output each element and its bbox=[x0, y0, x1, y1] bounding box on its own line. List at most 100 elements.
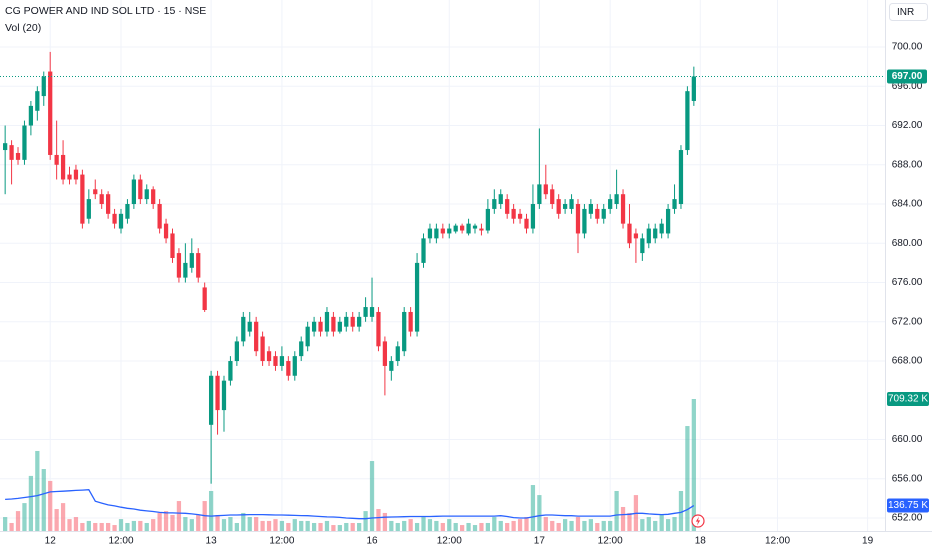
volume-bar bbox=[595, 522, 600, 531]
candle-body bbox=[221, 380, 227, 411]
candle-body bbox=[524, 218, 529, 229]
volume-bar bbox=[659, 514, 664, 531]
candle-body bbox=[582, 208, 587, 234]
volume-bar bbox=[106, 522, 111, 531]
candle-body bbox=[453, 225, 458, 232]
candle-body bbox=[460, 225, 465, 231]
candle-body bbox=[543, 184, 548, 195]
candle-body bbox=[678, 150, 684, 205]
volume-bar bbox=[524, 517, 529, 531]
volume-bar bbox=[408, 519, 413, 531]
volume-bar bbox=[537, 495, 542, 531]
currency-button[interactable] bbox=[889, 3, 928, 21]
x-tick-label: 18 bbox=[695, 536, 707, 547]
volume-bar bbox=[215, 514, 220, 531]
volume-value-label: 709.32 K bbox=[888, 394, 928, 405]
y-tick-label: 656.00 bbox=[892, 473, 923, 484]
candle-body bbox=[67, 174, 72, 180]
candle-body bbox=[144, 189, 149, 200]
x-tick-label: 13 bbox=[206, 536, 218, 547]
volume-bar bbox=[67, 519, 72, 531]
candle-body bbox=[131, 179, 137, 205]
candle-body bbox=[15, 152, 21, 160]
volume-bar bbox=[183, 517, 188, 531]
volume-bar bbox=[163, 511, 169, 531]
candle-body bbox=[260, 336, 265, 362]
volume-bar bbox=[427, 519, 433, 531]
candle-body bbox=[614, 194, 619, 205]
volume-bar bbox=[324, 520, 330, 531]
volume-bar bbox=[157, 512, 162, 531]
volume-bar bbox=[556, 522, 561, 531]
candle-body bbox=[125, 204, 130, 219]
volume-bar bbox=[569, 520, 574, 531]
volume-bar bbox=[350, 522, 355, 531]
candle-body bbox=[569, 199, 574, 209]
candle-body bbox=[350, 316, 355, 327]
volume-bar bbox=[434, 520, 439, 531]
candle-body bbox=[472, 225, 478, 229]
volume-bar bbox=[60, 503, 66, 531]
candle-body bbox=[691, 76, 696, 101]
volume-bar bbox=[73, 517, 79, 531]
volume-bar bbox=[176, 501, 182, 531]
volume-bar bbox=[112, 525, 117, 531]
volume-bar bbox=[614, 490, 619, 531]
x-tick-label: 17 bbox=[534, 536, 546, 547]
y-tick-label: 652.00 bbox=[892, 513, 923, 524]
volume-bar bbox=[543, 517, 548, 531]
volume-bar bbox=[273, 519, 278, 531]
volume-bar bbox=[678, 490, 684, 531]
volume-bar bbox=[318, 522, 323, 531]
volume-ma-line bbox=[5, 489, 695, 520]
volume-bar bbox=[241, 512, 246, 531]
volume-bar bbox=[485, 522, 491, 531]
last-price-tag bbox=[887, 69, 927, 84]
candle-body bbox=[112, 213, 117, 224]
volume-bar bbox=[80, 522, 85, 531]
volume-bar bbox=[646, 517, 651, 531]
volume-bar bbox=[48, 480, 53, 531]
volume-bar bbox=[260, 520, 265, 531]
candle-body bbox=[247, 321, 252, 332]
candle-body bbox=[485, 208, 491, 231]
candle-body bbox=[9, 145, 14, 160]
y-tick-label: 688.00 bbox=[892, 159, 923, 170]
candle-body bbox=[183, 262, 188, 278]
volume-bar bbox=[382, 512, 388, 531]
volume-bar bbox=[466, 522, 471, 531]
candle-body bbox=[176, 253, 182, 278]
volume-pane bbox=[3, 398, 696, 531]
candle-body bbox=[575, 204, 581, 234]
volume-bar bbox=[189, 519, 194, 531]
volume-bar bbox=[562, 519, 568, 531]
candle-body bbox=[685, 91, 690, 151]
volume-bar bbox=[266, 520, 272, 531]
candle-body bbox=[665, 208, 671, 234]
volume-bar bbox=[620, 506, 626, 531]
candle-body bbox=[389, 361, 394, 371]
candle-body bbox=[620, 194, 626, 224]
volume-bar bbox=[305, 520, 310, 531]
candle-body bbox=[324, 311, 330, 332]
volume-bar bbox=[627, 512, 632, 531]
candle-body bbox=[228, 361, 233, 381]
volume-bar bbox=[505, 522, 510, 531]
candle-body bbox=[118, 213, 124, 229]
x-tick-label: 12:00 bbox=[437, 536, 462, 547]
volume-bar bbox=[221, 519, 227, 531]
candle-body bbox=[479, 228, 484, 231]
alert-icon[interactable] bbox=[691, 514, 705, 528]
y-tick-label: 692.00 bbox=[892, 120, 923, 131]
candle-body bbox=[189, 253, 194, 268]
currency-label: INR bbox=[897, 7, 914, 18]
candle-body bbox=[344, 316, 349, 327]
candle-body bbox=[170, 233, 175, 258]
candle-body bbox=[273, 356, 278, 366]
volume-bar bbox=[54, 509, 59, 531]
volume-bar bbox=[421, 517, 426, 531]
x-tick-label: 12:00 bbox=[598, 536, 623, 547]
x-tick-label: 12:00 bbox=[269, 536, 294, 547]
candle-body bbox=[292, 356, 297, 376]
candle-body bbox=[48, 71, 53, 155]
